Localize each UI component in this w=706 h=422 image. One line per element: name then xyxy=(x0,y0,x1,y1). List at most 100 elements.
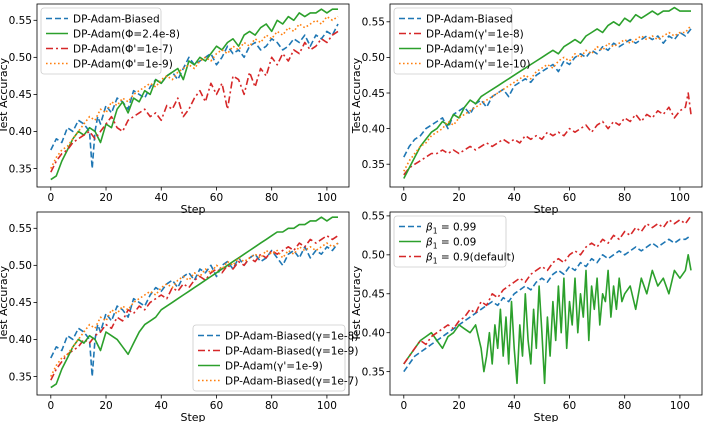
y-tick-label: 0.40 xyxy=(9,126,32,138)
series-line-2 xyxy=(403,254,692,385)
legend-entry: DP-Adam-Biased(γ=1e-8) xyxy=(225,330,358,342)
legend-entry: DP-Adam(Φ'=1e-9) xyxy=(73,58,173,70)
y-axis-label: Test Accuracy xyxy=(0,265,10,342)
series-line-2 xyxy=(403,92,692,176)
y-tick-label: 0.40 xyxy=(362,123,385,135)
x-tick-label: 100 xyxy=(317,192,337,204)
chart-panel-4: 0 20 40 60 80 100 0.35 0.40 0.45 0.50 0.55 Step Test… xyxy=(350,211,703,422)
legend-entry: β1 = 0.09 xyxy=(425,236,476,250)
x-axis-label: Step xyxy=(180,203,205,216)
y-tick-label: 0.55 xyxy=(362,17,385,29)
series-line-3 xyxy=(50,216,338,389)
legend-entry: β1 = 0.99 xyxy=(425,221,476,235)
y-tick-label: 0.55 xyxy=(9,223,32,235)
legend-entry: β1 = 0.9(default) xyxy=(425,251,515,265)
legend: DP-Adam-Biased DP-Adam(Φ=2.4e-8) DP-Adam(Φ… xyxy=(40,7,180,75)
legend-entry: DP-Adam-Biased xyxy=(73,13,160,25)
x-tick-label: 80 xyxy=(618,400,631,412)
chart-panel-3: 0 20 40 60 80 100 0.35 0.40 0.45 0.50 0.55 Step Test… xyxy=(0,211,358,422)
series-line-1 xyxy=(403,234,692,373)
x-tick-label: 0 xyxy=(400,400,407,412)
y-tick-label: 0.45 xyxy=(9,89,32,101)
series-line-4 xyxy=(50,15,339,169)
series-group xyxy=(50,8,339,181)
series-line-4 xyxy=(403,24,692,172)
legend-entry: DP-Adam-Biased xyxy=(426,13,513,25)
y-axis-label: Test Accuracy xyxy=(350,57,363,134)
legend-entry: DP-Adam(γ'=1e-10) xyxy=(426,58,530,70)
legend-box xyxy=(393,215,507,268)
series-line-2 xyxy=(50,234,339,381)
y-tick-label: 0.35 xyxy=(362,366,385,378)
legend-entry: DP-Adam-Biased(γ=1e-7) xyxy=(225,375,358,387)
series-line-3 xyxy=(403,6,691,179)
chart-panel-1: 0 20 40 60 80 100 0.35 0.40 0.45 0.50 0.55 Step Test… xyxy=(0,3,350,216)
x-tick-label: 100 xyxy=(317,400,337,412)
x-tick-label: 0 xyxy=(47,400,54,412)
x-tick-label: 40 xyxy=(155,400,168,412)
plot-frame xyxy=(389,211,703,396)
x-tick-label: 60 xyxy=(210,400,223,412)
y-tick-label: 0.45 xyxy=(9,297,32,309)
x-tick-label: 80 xyxy=(265,192,278,204)
y-axis-label: Test Accuracy xyxy=(350,265,363,342)
plot-frame xyxy=(36,3,350,188)
legend-entry: DP-Adam(γ'=1e-9) xyxy=(225,360,323,372)
y-tick-label: 0.50 xyxy=(9,260,32,272)
x-tick-label: 40 xyxy=(508,192,521,204)
legend-box xyxy=(192,324,346,392)
x-tick-label: 20 xyxy=(452,192,465,204)
x-tick-label: 100 xyxy=(670,192,690,204)
series-line-1 xyxy=(403,28,692,158)
x-tick-label: 40 xyxy=(155,192,168,204)
legend: DP-Adam-Biased(γ=1e-8) DP-Adam-Biased(γ=1… xyxy=(192,324,358,392)
legend-box xyxy=(40,7,162,75)
x-axis-label: Step xyxy=(533,411,558,422)
y-tick-label: 0.55 xyxy=(362,211,385,223)
y-tick-label: 0.45 xyxy=(362,88,385,100)
series-group xyxy=(50,216,339,389)
series-group xyxy=(403,6,692,179)
x-axis-label: Step xyxy=(180,411,205,422)
legend-entry: DP-Adam(γ'=1e-8) xyxy=(426,28,524,40)
y-tick-label: 0.40 xyxy=(362,328,385,340)
x-tick-label: 0 xyxy=(47,192,54,204)
series-line-3 xyxy=(50,30,339,173)
legend-entry: DP-Adam(Φ'=1e-7) xyxy=(73,43,173,55)
y-tick-label: 0.50 xyxy=(362,52,385,64)
plot-frame xyxy=(36,211,350,396)
series-line-3 xyxy=(403,215,692,365)
y-tick-label: 0.40 xyxy=(9,334,32,346)
legend-entry: DP-Adam(γ'=1e-9) xyxy=(426,43,524,55)
legend: DP-Adam-Biased DP-Adam(γ'=1e-8) DP-Adam(γ'… xyxy=(393,7,530,75)
x-tick-label: 80 xyxy=(618,192,631,204)
x-tick-label: 60 xyxy=(563,192,576,204)
legend-entry: DP-Adam(Φ=2.4e-8) xyxy=(73,28,180,40)
x-tick-label: 40 xyxy=(508,400,521,412)
y-tick-label: 0.50 xyxy=(9,52,32,64)
y-tick-label: 0.55 xyxy=(9,15,32,27)
series-group xyxy=(403,215,692,385)
plot-frame xyxy=(389,3,703,188)
y-tick-label: 0.45 xyxy=(362,289,385,301)
legend-box xyxy=(393,7,513,75)
x-tick-label: 20 xyxy=(99,192,112,204)
legend-entry: DP-Adam-Biased(γ=1e-9) xyxy=(225,345,358,357)
x-axis-label: Step xyxy=(533,203,558,216)
series-line-2 xyxy=(50,8,338,181)
y-tick-label: 0.35 xyxy=(9,371,32,383)
x-tick-label: 100 xyxy=(670,400,690,412)
y-tick-label: 0.35 xyxy=(9,163,32,175)
x-tick-label: 20 xyxy=(452,400,465,412)
y-axis-label: Test Accuracy xyxy=(0,57,10,134)
x-tick-label: 80 xyxy=(265,400,278,412)
x-tick-label: 0 xyxy=(400,192,407,204)
x-tick-label: 20 xyxy=(99,400,112,412)
x-tick-label: 60 xyxy=(210,192,223,204)
x-tick-label: 60 xyxy=(563,400,576,412)
y-tick-label: 0.50 xyxy=(362,250,385,262)
series-line-4 xyxy=(50,242,339,377)
chart-panel-2: 0 20 40 60 80 100 0.35 0.40 0.45 0.50 0.55 Step Test… xyxy=(350,3,703,216)
